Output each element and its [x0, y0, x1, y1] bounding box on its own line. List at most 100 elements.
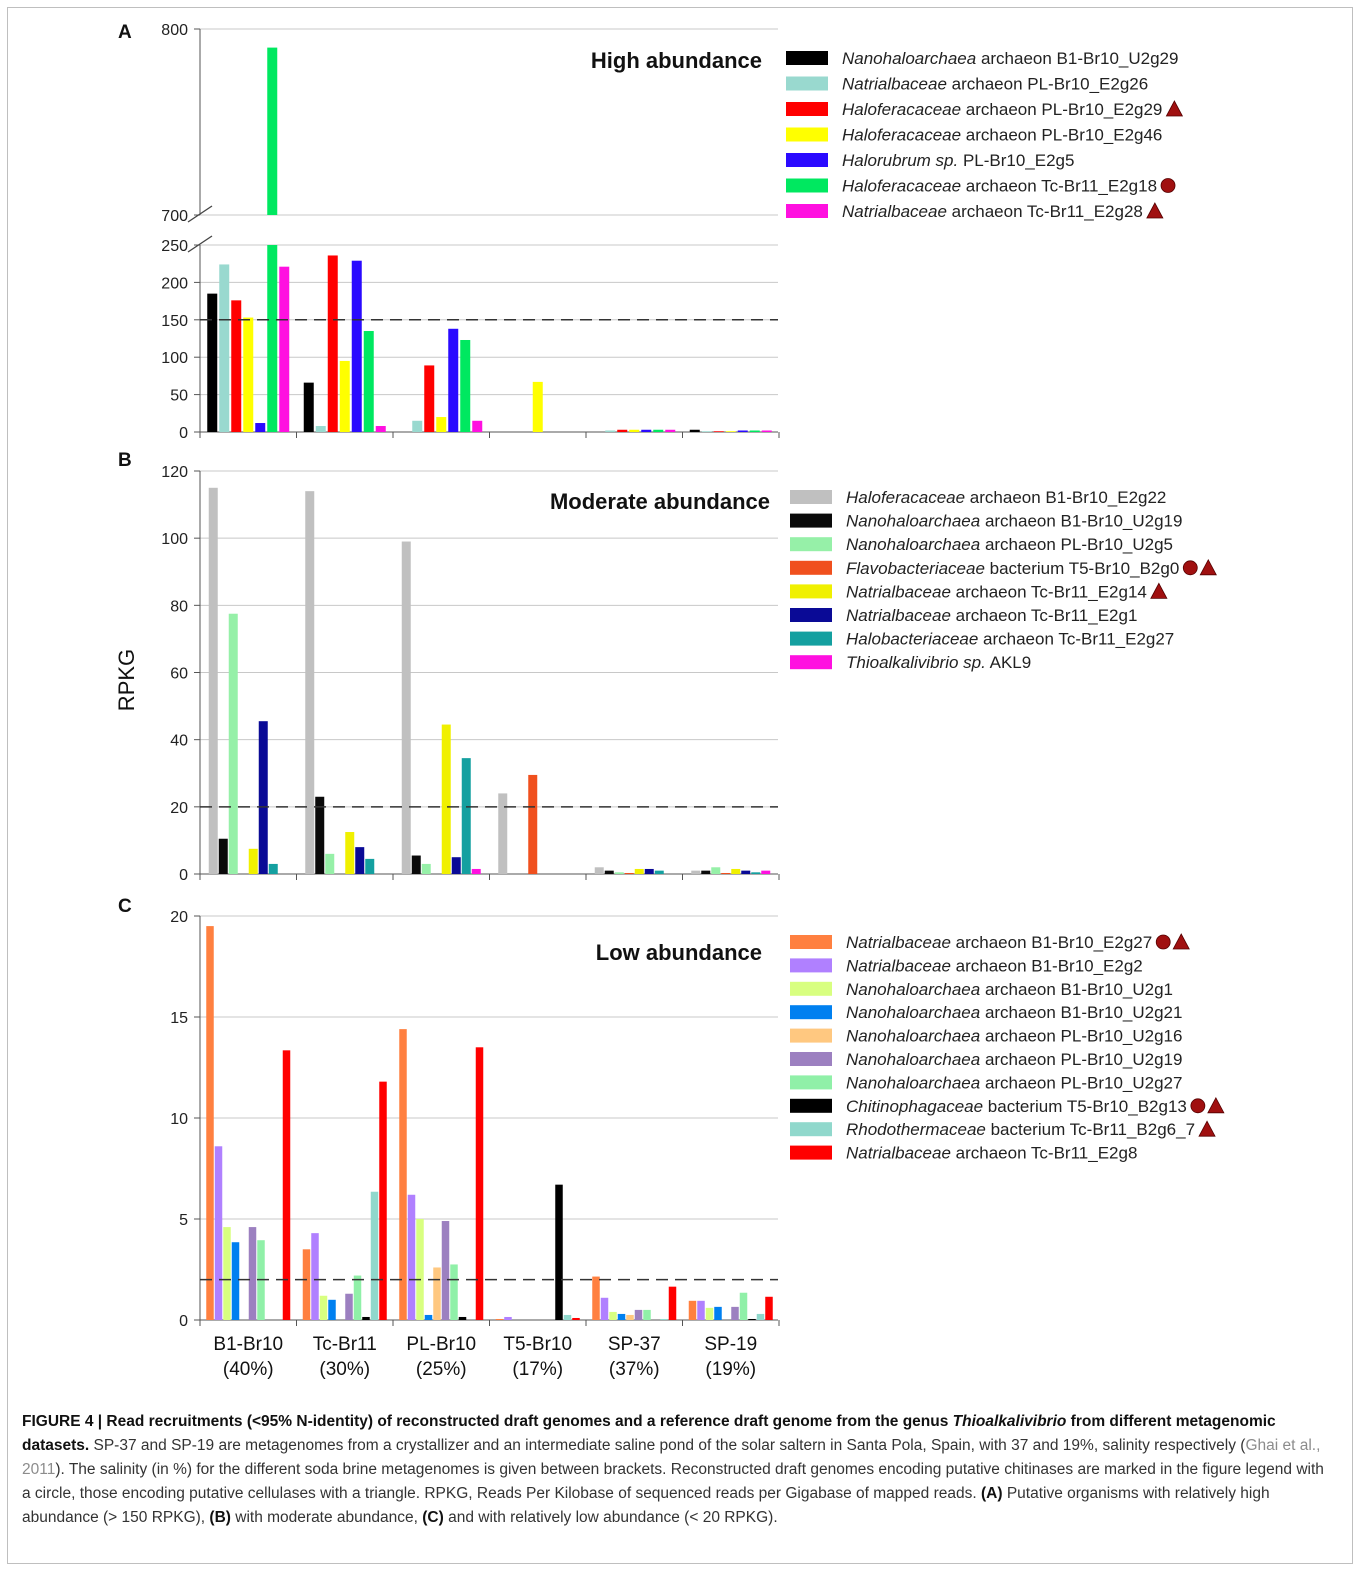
- panel-b-legend-swatch: [790, 655, 832, 670]
- panel-b-legend-label: Natrialbaceae archaeon Tc-Br11_E2g14: [846, 582, 1147, 601]
- panel-b-bar: [624, 872, 634, 874]
- panel-a-bar: [737, 430, 748, 432]
- panel-c-bar: [600, 1297, 609, 1320]
- x-category-label: Tc-Br11: [313, 1334, 377, 1355]
- panel-c-bar: [450, 1264, 458, 1320]
- panel-a-bar-upper: [267, 47, 278, 215]
- panel-b-bar: [441, 724, 451, 874]
- panel-a-bar: [665, 429, 676, 432]
- panel-c-bar: [475, 1047, 484, 1320]
- panel-b-legend-label: Nanohaloarchaea archaeon PL-Br10_U2g5: [846, 535, 1173, 554]
- panel-c-bar: [206, 926, 214, 1320]
- panel-c-bar: [504, 1316, 512, 1320]
- panel-c-bar: [328, 1299, 336, 1320]
- panel-c-bar: [353, 1275, 362, 1320]
- panel-c-bar: [282, 1050, 291, 1320]
- panel-b-title: Moderate abundance: [550, 489, 770, 514]
- panel-c-bar: [626, 1314, 634, 1320]
- panel-c-ytick-label: 20: [170, 909, 188, 926]
- panel-c-legend-swatch: [790, 958, 832, 973]
- x-category-salinity: (17%): [512, 1359, 563, 1380]
- panel-c-legend-swatch: [790, 935, 832, 949]
- panel-b-bar: [654, 870, 664, 874]
- panel-c-legend-swatch: [790, 1005, 832, 1020]
- panel-b-bar: [691, 870, 701, 874]
- caption-text-5: and with relatively low abundance (< 20 …: [443, 1509, 778, 1526]
- panel-a-bar: [532, 381, 543, 432]
- panel-a-legend-label: Natrialbaceae archaeon PL-Br10_E2g26: [842, 75, 1148, 94]
- panel-c-legend-label: Nanohaloarchaea archaeon B1-Br10_U2g1: [846, 980, 1173, 999]
- caption-fig-genus: Thioalkalivibrio: [952, 1413, 1067, 1430]
- panel-a-legend-swatch: [786, 178, 828, 193]
- cellulase-triangle-icon: [1207, 1096, 1225, 1114]
- panel-b-bar: [411, 855, 421, 874]
- x-category-salinity: (25%): [416, 1359, 467, 1380]
- panel-c-bar: [643, 1309, 651, 1320]
- panel-b-legend-label: Thioalkalivibrio sp. AKL9: [846, 653, 1031, 672]
- panel-a-ytick-label: 100: [161, 350, 188, 367]
- x-category-label: PL-Br10: [406, 1334, 476, 1355]
- panel-c-bar: [731, 1306, 739, 1320]
- x-category-label: T5-Br10: [503, 1334, 572, 1355]
- panel-a-bar: [617, 429, 628, 432]
- caption-citation[interactable]: Ghai et al., 2011: [22, 1437, 1321, 1478]
- panel-a-legend-label: Haloferacaceae archaeon PL-Br10_E2g29: [842, 100, 1162, 119]
- panel-a-bar: [339, 360, 350, 432]
- panel-a-bar: [472, 420, 483, 432]
- panel-c-bar: [379, 1081, 387, 1320]
- chitinase-circle-icon: [1160, 178, 1176, 193]
- panel-c-bar: [319, 1295, 328, 1320]
- panel-b-legend-swatch: [790, 490, 832, 504]
- panel-c-legend-label: Nanohaloarchaea archaeon PL-Br10_U2g16: [846, 1027, 1182, 1046]
- x-category-label: SP-37: [608, 1334, 661, 1355]
- panel-a-bar: [713, 431, 724, 432]
- panel-b-bar: [268, 863, 278, 874]
- panel-c-bar: [362, 1316, 370, 1320]
- panel-c-legend-swatch: [790, 1028, 832, 1043]
- panel-a-ytick-label: 150: [161, 313, 188, 330]
- caption-text-2: ). The salinity (in %) for the different…: [22, 1461, 1324, 1502]
- cellulase-triangle-icon: [1150, 582, 1168, 599]
- panel-a-ytick-label: 50: [170, 388, 188, 405]
- x-category-salinity: (19%): [705, 1359, 756, 1380]
- panel-a-legend-label: Nanohaloarchaea archaeon B1-Br10_U2g29: [842, 49, 1178, 68]
- panel-c-bar: [407, 1194, 416, 1320]
- panel-c-legend-label: Chitinophagaceae bacterium T5-Br10_B2g13: [846, 1097, 1187, 1116]
- panel-c-bar: [370, 1191, 379, 1320]
- panel-b-legend-label: Nanohaloarchaea archaeon B1-Br10_U2g19: [846, 512, 1182, 531]
- panel-a-bar: [424, 365, 435, 432]
- panel-a-bar: [243, 317, 254, 432]
- panel-b-bar: [594, 867, 604, 874]
- panel-c-bar: [756, 1313, 765, 1320]
- panel-a-legend-label: Natrialbaceae archaeon Tc-Br11_E2g28: [842, 202, 1143, 221]
- panel-a-bar: [231, 300, 242, 432]
- panel-a-legend-swatch: [786, 102, 828, 116]
- panel-a-ytick-label: 800: [161, 22, 188, 39]
- panel-c-bar: [697, 1300, 705, 1320]
- panel-b-bar: [365, 858, 375, 874]
- panel-a-bar: [303, 382, 314, 432]
- panel-a-bar: [725, 431, 736, 432]
- panel-c-ytick-label: 0: [179, 1313, 188, 1330]
- panel-b-bar: [228, 613, 238, 874]
- panel-letter-b: B: [118, 450, 132, 471]
- panel-b-bar: [315, 796, 325, 874]
- panel-c-bar: [433, 1267, 441, 1320]
- panel-a-ytick-label: 250: [161, 238, 188, 255]
- panel-a-bar: [641, 429, 652, 432]
- x-category-label: B1-Br10: [213, 1334, 283, 1355]
- panel-b-bar: [248, 848, 258, 874]
- panel-b-bar: [731, 868, 741, 874]
- panel-b-bar: [355, 847, 365, 874]
- panel-c-bar: [765, 1296, 773, 1320]
- panel-a-bar: [219, 264, 230, 432]
- panel-c-title: Low abundance: [596, 940, 762, 965]
- panel-c-bar: [424, 1314, 433, 1320]
- panel-a-axis-break-mark: [187, 235, 213, 253]
- panel-b-bar: [761, 870, 771, 874]
- caption-panel-b: (B): [209, 1509, 231, 1526]
- panel-a-bar: [701, 431, 712, 432]
- panel-b-legend-label: Natrialbaceae archaeon Tc-Br11_E2g1: [846, 606, 1137, 625]
- panel-a-axis-break-mark: [187, 205, 213, 223]
